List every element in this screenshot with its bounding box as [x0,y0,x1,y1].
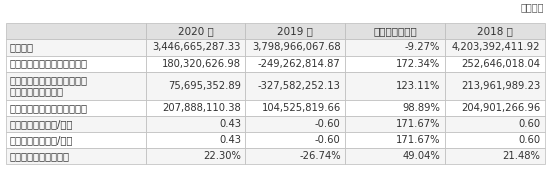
Text: 归属于上市公司股东的净利润: 归属于上市公司股东的净利润 [10,58,88,69]
Text: 171.67%: 171.67% [396,119,441,129]
Bar [6,39,146,55]
Bar [345,100,445,116]
Bar [445,23,544,39]
Bar [6,72,146,100]
Text: 0.60: 0.60 [518,119,540,129]
Text: 归属于上市公司股东的扣除非
经常性损益的净利润: 归属于上市公司股东的扣除非 经常性损益的净利润 [10,75,88,96]
Bar [345,148,445,164]
Bar [146,116,245,132]
Text: 3,798,966,067.68: 3,798,966,067.68 [252,42,340,52]
Text: 213,961,989.23: 213,961,989.23 [461,81,540,91]
Bar [6,132,146,148]
Bar [6,116,146,132]
Text: 98.89%: 98.89% [403,103,441,113]
Text: 经营活动产生的现金流量净额: 经营活动产生的现金流量净额 [10,103,88,113]
Text: 稀释每股收益（元/股）: 稀释每股收益（元/股） [10,135,73,145]
Bar [445,72,544,100]
Bar [146,72,245,100]
Text: 4,203,392,411.92: 4,203,392,411.92 [452,42,540,52]
Text: -327,582,252.13: -327,582,252.13 [258,81,340,91]
Bar [245,39,345,55]
Bar [345,72,445,100]
Text: 0.43: 0.43 [219,119,241,129]
Text: 本年比上年增减: 本年比上年增减 [373,26,417,36]
Bar [146,39,245,55]
Bar [345,39,445,55]
Text: 22.30%: 22.30% [203,151,241,161]
Bar [245,55,345,72]
Text: 2018 年: 2018 年 [477,26,513,36]
Text: -0.60: -0.60 [315,119,340,129]
Text: 3,446,665,287.33: 3,446,665,287.33 [152,42,241,52]
Text: 172.34%: 172.34% [396,58,441,69]
Text: 0.43: 0.43 [219,135,241,145]
Text: -9.27%: -9.27% [405,42,441,52]
Text: 123.11%: 123.11% [396,81,441,91]
Bar [245,132,345,148]
Bar [445,100,544,116]
Bar [6,148,146,164]
Bar [146,148,245,164]
Bar [345,55,445,72]
Bar [245,116,345,132]
Bar [6,100,146,116]
Bar [245,148,345,164]
Text: 营业收入: 营业收入 [10,42,34,52]
Bar [345,23,445,39]
Bar [146,132,245,148]
Bar [146,23,245,39]
Bar [345,116,445,132]
Bar [6,55,146,72]
Text: -0.60: -0.60 [315,135,340,145]
Text: 单位：元: 单位：元 [521,2,544,12]
Bar [146,100,245,116]
Bar [146,55,245,72]
Bar [245,23,345,39]
Bar [245,72,345,100]
Text: -26.74%: -26.74% [299,151,340,161]
Bar [245,100,345,116]
Text: -249,262,814.87: -249,262,814.87 [258,58,340,69]
Text: 75,695,352.89: 75,695,352.89 [168,81,241,91]
Bar [445,148,544,164]
Bar [345,132,445,148]
Text: 2020 年: 2020 年 [178,26,213,36]
Text: 49.04%: 49.04% [403,151,441,161]
Bar [445,55,544,72]
Text: 207,888,110.38: 207,888,110.38 [162,103,241,113]
Text: 0.60: 0.60 [518,135,540,145]
Bar [6,23,146,39]
Bar [445,132,544,148]
Bar [445,116,544,132]
Text: 252,646,018.04: 252,646,018.04 [461,58,540,69]
Text: 2019 年: 2019 年 [277,26,313,36]
Text: 180,320,626.98: 180,320,626.98 [162,58,241,69]
Text: 104,525,819.66: 104,525,819.66 [261,103,340,113]
Bar [445,39,544,55]
Text: 21.48%: 21.48% [502,151,540,161]
Text: 204,901,266.96: 204,901,266.96 [461,103,540,113]
Text: 加权平均净资产收益率: 加权平均净资产收益率 [10,151,70,161]
Text: 基本每股收益（元/股）: 基本每股收益（元/股） [10,119,73,129]
Text: 171.67%: 171.67% [396,135,441,145]
